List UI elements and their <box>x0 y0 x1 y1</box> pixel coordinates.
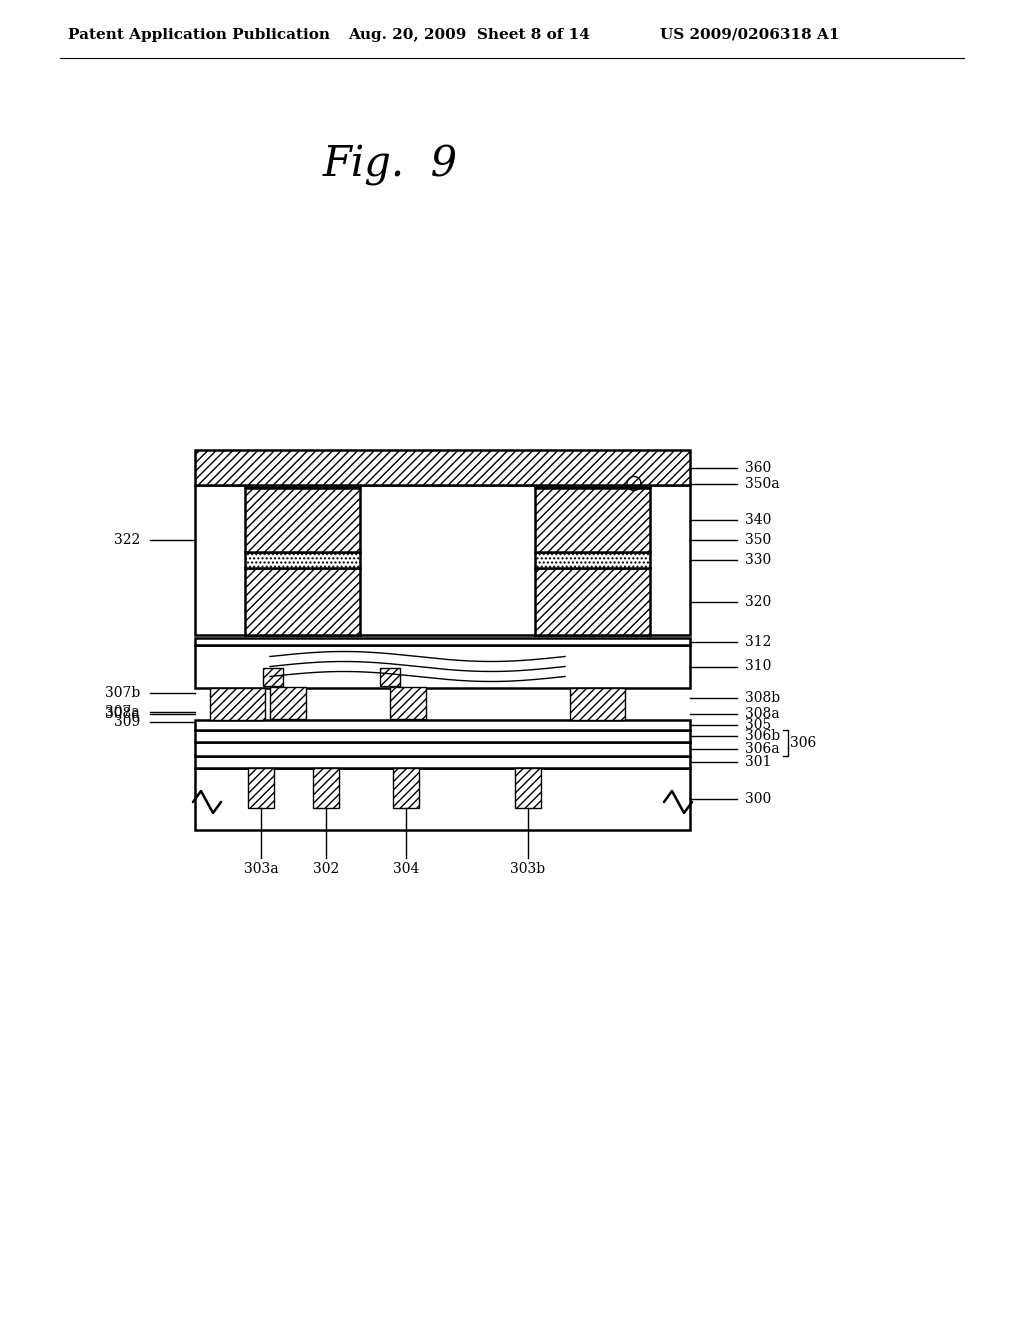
Text: 340: 340 <box>745 513 771 527</box>
Text: 305: 305 <box>745 718 771 733</box>
Bar <box>195 645 690 688</box>
Bar <box>195 768 690 830</box>
Text: 312: 312 <box>745 635 771 648</box>
Text: 301: 301 <box>745 755 771 770</box>
Text: 308a: 308a <box>105 708 140 721</box>
Bar <box>195 742 690 756</box>
Text: 308a: 308a <box>745 708 779 721</box>
Bar <box>535 488 650 552</box>
Text: 307b: 307b <box>104 686 140 700</box>
Text: 306a: 306a <box>745 742 779 756</box>
Bar <box>245 552 360 568</box>
Bar <box>313 768 339 808</box>
Bar <box>195 719 690 730</box>
Text: US 2009/0206318 A1: US 2009/0206318 A1 <box>660 28 840 42</box>
Bar <box>245 480 360 487</box>
Text: 303b: 303b <box>510 862 546 876</box>
Text: Patent Application Publication: Patent Application Publication <box>68 28 330 42</box>
Bar <box>195 756 690 768</box>
Bar <box>195 638 690 645</box>
Text: 309: 309 <box>114 715 140 729</box>
Text: 304: 304 <box>393 862 419 876</box>
Bar <box>535 480 650 487</box>
Text: 306: 306 <box>790 737 816 750</box>
Text: 300: 300 <box>745 792 771 807</box>
Bar <box>210 688 265 719</box>
Text: 308b: 308b <box>745 690 780 705</box>
Text: 360: 360 <box>745 461 771 474</box>
Text: 303a: 303a <box>244 862 279 876</box>
Bar <box>390 686 426 719</box>
Text: 330: 330 <box>745 553 771 568</box>
Text: 306b: 306b <box>745 729 780 743</box>
Text: 307a: 307a <box>105 705 140 719</box>
Bar <box>380 668 400 686</box>
Text: 350a: 350a <box>745 477 779 491</box>
Text: 320: 320 <box>745 594 771 609</box>
Bar <box>535 568 650 635</box>
Bar <box>263 668 283 686</box>
Bar <box>195 484 690 635</box>
Text: Fig.  9: Fig. 9 <box>323 144 458 186</box>
Bar <box>270 686 306 719</box>
Text: 310: 310 <box>745 660 771 673</box>
Text: 322: 322 <box>114 533 140 546</box>
Bar <box>245 488 360 552</box>
Bar <box>248 768 274 808</box>
Text: 350: 350 <box>745 533 771 546</box>
Bar <box>393 768 419 808</box>
Bar <box>570 688 625 719</box>
Bar <box>535 552 650 568</box>
Text: 302: 302 <box>313 862 339 876</box>
Bar <box>245 568 360 635</box>
Bar <box>195 450 690 484</box>
Bar <box>515 768 541 808</box>
Bar <box>195 730 690 742</box>
Text: Aug. 20, 2009  Sheet 8 of 14: Aug. 20, 2009 Sheet 8 of 14 <box>348 28 590 42</box>
